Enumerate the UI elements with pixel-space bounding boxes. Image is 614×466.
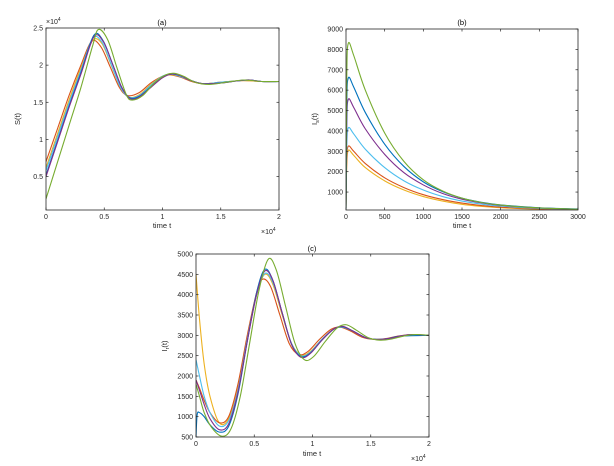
series-line-green <box>196 257 429 437</box>
series-line-green <box>46 28 279 200</box>
x-tick-label: 0 <box>194 441 198 448</box>
x-tick-label: 0 <box>344 214 348 221</box>
y-tick-label: 3000 <box>177 333 193 340</box>
subplot-a-ylabel: S(t) <box>13 112 22 125</box>
y-tick-label: 4500 <box>177 272 193 279</box>
x-tick-label: 0 <box>44 214 48 221</box>
x-tick-label: 1500 <box>454 214 470 221</box>
subplot-b-title: (b) <box>457 18 467 27</box>
series-line-cyan <box>46 35 279 171</box>
y-tick-label: 1.5 <box>33 100 43 107</box>
y-tick-label: 1 <box>39 137 43 144</box>
subplot-a-xlabel: time t <box>153 221 172 230</box>
y-tick-label: 2000 <box>177 374 193 381</box>
series-line-orange <box>346 145 578 210</box>
series-line-purple <box>46 34 279 177</box>
subplot-b-axes-box <box>345 28 579 211</box>
x-tick-label: 2500 <box>532 214 548 221</box>
subplot-b-ylabel: Is(t) <box>310 113 321 125</box>
y-tick-label: 1000 <box>177 414 193 421</box>
x-tick-label: 500 <box>379 214 391 221</box>
y-tick-label: 3000 <box>327 149 343 156</box>
subplot-b: (b) 0 500 1000 1500 2000 2500 3000 1000 2000 3000… <box>310 18 586 230</box>
x-tick-label: 2 <box>427 441 431 448</box>
y-tick-label: 3500 <box>177 313 193 320</box>
y-tick-label: 2000 <box>327 169 343 176</box>
series-line-blue <box>46 32 279 176</box>
subplot-c-xlabel: time t <box>303 449 322 458</box>
subplot-c-ylabel: Ir(t) <box>160 340 171 352</box>
subplot-c-ticks: 0 0.5 1 1.5 25001000150020002500300035004000… <box>177 252 431 449</box>
series-line-blue <box>346 76 578 210</box>
series-line-orange <box>46 39 279 162</box>
y-tick-label: 4000 <box>177 292 193 299</box>
subplot-b-ticks: 0 500 1000 1500 2000 2500 3000 1000 2000 3000 4000… <box>327 27 585 222</box>
series-line-yellow <box>46 38 279 168</box>
y-tick-label: 8000 <box>327 47 343 54</box>
x-tick-label: 0.5 <box>99 214 109 221</box>
x-tick-label: 3000 <box>570 214 586 221</box>
y-tick-label: 7000 <box>327 67 343 74</box>
subplot-b-lines <box>346 41 578 210</box>
subplot-b-xlabel: time t <box>453 221 472 230</box>
x-tick-label: 1 <box>161 214 165 221</box>
x-tick-label: 0.5 <box>249 441 259 448</box>
y-tick-label: 1500 <box>177 394 193 401</box>
subplot-c: (c) 0 0.5 1 1.5 2500100015002000250030003500… <box>160 244 431 463</box>
subplot-a-y-exponent: ×104 <box>46 17 61 26</box>
x-tick-label: 2 <box>277 214 281 221</box>
y-tick-label: 1000 <box>327 190 343 197</box>
subplot-a-axes-box <box>45 27 280 211</box>
subplot-c-x-exponent: ×104 <box>411 454 426 463</box>
x-tick-label: 1.5 <box>366 441 376 448</box>
x-tick-label: 1.5 <box>216 214 226 221</box>
x-tick-label: 1 <box>311 441 315 448</box>
subplot-a-x-exponent: ×104 <box>261 227 276 236</box>
x-tick-label: 2000 <box>493 214 509 221</box>
y-tick-label: 0.5 <box>33 174 43 181</box>
y-tick-label: 5000 <box>177 252 193 259</box>
y-tick-label: 2.5 <box>33 26 43 33</box>
series-line-yellow <box>196 273 429 426</box>
series-line-purple <box>346 98 578 210</box>
y-tick-label: 6000 <box>327 88 343 95</box>
subplot-a-lines <box>46 28 279 200</box>
y-tick-label: 2 <box>39 63 43 70</box>
series-line-green <box>346 41 578 210</box>
y-tick-label: 2500 <box>177 353 193 360</box>
series-line-cyan <box>196 272 429 428</box>
subplot-c-title: (c) <box>308 244 317 253</box>
series-line-yellow <box>346 149 578 210</box>
y-tick-label: 5000 <box>327 108 343 115</box>
subplot-c-lines <box>196 257 429 437</box>
subplot-a: (a) 0 0.5 1 1.5 2 0.5 1 1.5 2 2.5 time t S(t) ×10… <box>13 17 281 236</box>
y-tick-label: 4000 <box>327 128 343 135</box>
y-tick-label: 500 <box>181 435 193 442</box>
subplot-a-title: (a) <box>157 18 167 27</box>
y-tick-label: 9000 <box>327 27 343 34</box>
series-line-cyan <box>346 126 578 210</box>
x-tick-label: 1000 <box>416 214 432 221</box>
subplot-a-ticks: 0 0.5 1 1.5 2 0.5 1 1.5 2 2.5 <box>33 26 281 222</box>
